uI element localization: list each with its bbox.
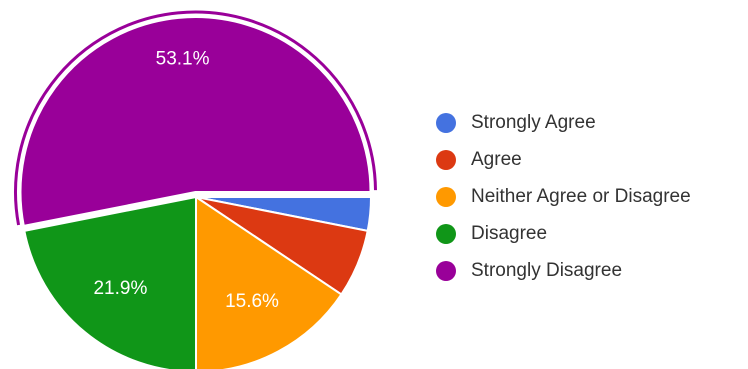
legend-label: Neither Agree or Disagree bbox=[471, 185, 691, 207]
legend-label: Strongly Agree bbox=[471, 111, 596, 133]
legend-label: Strongly Disagree bbox=[471, 259, 623, 281]
legend-label: Disagree bbox=[471, 222, 548, 244]
legend-swatch bbox=[436, 223, 456, 244]
legend-swatch bbox=[436, 112, 456, 133]
legend-label: Agree bbox=[471, 148, 522, 170]
pie-slice-strongly-disagree bbox=[19, 16, 372, 228]
legend-item: Strongly Agree bbox=[436, 104, 748, 141]
pie-slice-disagree bbox=[23, 195, 197, 369]
legend-item: Neither Agree or Disagree bbox=[436, 178, 748, 215]
legend-item: Strongly Disagree bbox=[436, 252, 748, 289]
pie-slice-neither-agree-or-disagree bbox=[195, 195, 343, 369]
slice-label-neither-agree-or-disagree: 15.6% bbox=[225, 291, 279, 312]
chart-legend: Strongly Agree Agree Neither Agree or Disa… bbox=[436, 104, 748, 289]
exploded-slice-outline bbox=[14, 10, 378, 226]
slice-label-strongly-disagree: 53.1% bbox=[156, 49, 210, 70]
legend-swatch bbox=[436, 260, 456, 281]
legend-swatch bbox=[436, 149, 456, 170]
slice-label-disagree: 21.9% bbox=[93, 278, 147, 299]
legend-item: Agree bbox=[436, 141, 748, 178]
legend-swatch bbox=[436, 186, 456, 207]
legend-item: Disagree bbox=[436, 215, 748, 252]
